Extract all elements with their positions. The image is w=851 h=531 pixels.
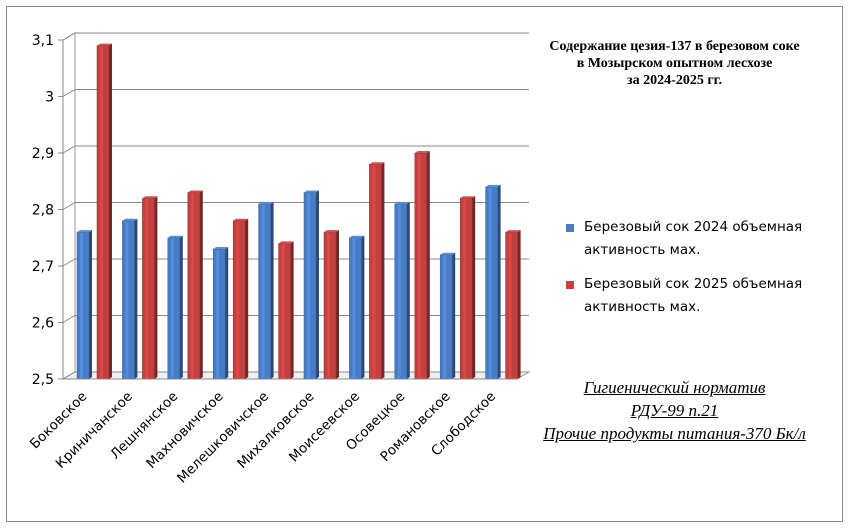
gridline xyxy=(62,32,529,41)
bar-top xyxy=(369,162,385,165)
bar-highlight xyxy=(281,244,285,378)
bar-highlight xyxy=(443,255,447,378)
bar-top xyxy=(213,247,229,250)
x-tick-label: Махновичское xyxy=(143,389,226,472)
note-line-3: Прочие продукты питания-370 Бк/л xyxy=(543,424,806,443)
bar-top xyxy=(304,190,319,193)
bar-highlight xyxy=(307,193,310,378)
bar-side xyxy=(472,196,476,379)
y-tick-label: 2,9 xyxy=(32,146,54,162)
bar-top xyxy=(440,252,456,255)
bar-side xyxy=(225,247,229,379)
y-tick-label: 2,5 xyxy=(32,372,54,388)
gridline xyxy=(62,145,529,154)
gridline xyxy=(62,89,529,97)
bar-side xyxy=(270,201,274,379)
note-line-1: Гигиенический норматив xyxy=(583,378,766,397)
bar-highlight xyxy=(170,238,174,378)
bar-top xyxy=(278,241,294,244)
bar-side xyxy=(154,196,158,379)
bar-highlight xyxy=(236,221,240,378)
bar-top xyxy=(77,230,92,233)
chart-title-line-3: за 2024-2025 гг. xyxy=(627,73,722,88)
bar-side xyxy=(361,235,365,379)
bar-top xyxy=(167,235,183,238)
bar-side xyxy=(89,230,92,379)
bar-side xyxy=(290,241,294,379)
bar-side xyxy=(179,235,183,379)
bar-top xyxy=(97,43,112,46)
y-tick-label: 2,8 xyxy=(32,203,54,219)
legend-label-2024: Березовый сок 2024 объемная активность м… xyxy=(584,219,803,258)
chart-title-line-2: в Мозырском опытном лесхозе xyxy=(576,56,773,71)
bar-top xyxy=(142,196,158,199)
bar-top xyxy=(258,201,274,204)
bar-highlight xyxy=(417,154,421,378)
bar-highlight xyxy=(372,165,376,378)
bar-highlight xyxy=(100,46,103,379)
bar-side xyxy=(426,151,430,379)
bar-side xyxy=(199,190,203,379)
y-tick-label: 3,1 xyxy=(32,33,54,49)
bar-highlight xyxy=(488,187,492,378)
bar-side xyxy=(452,252,456,379)
bar-highlight xyxy=(190,193,194,378)
y-tick-label: 3 xyxy=(45,90,54,106)
y-tick-label: 2,7 xyxy=(32,259,54,275)
bar-highlight xyxy=(80,233,83,378)
bar-highlight xyxy=(508,233,512,378)
bar-side xyxy=(406,201,410,379)
bar-highlight xyxy=(216,250,220,378)
legend-item-2025: Березовый сок 2025 объемная активность м… xyxy=(566,273,846,319)
gridline xyxy=(62,202,529,210)
bar-side xyxy=(497,184,501,379)
bar-side xyxy=(381,162,385,379)
chart-title-line-1: Содержание цезия-137 в березовом соке xyxy=(549,39,800,54)
bar-top xyxy=(414,151,430,153)
legend: Березовый сок 2024 объемная активность м… xyxy=(566,216,846,330)
bar-highlight xyxy=(125,221,129,378)
bar-top xyxy=(505,230,521,233)
bar-top xyxy=(460,196,476,199)
bar-highlight xyxy=(397,204,401,378)
bar-side xyxy=(134,218,138,379)
bar-highlight xyxy=(352,238,356,378)
bar-top xyxy=(187,190,203,193)
bar-top xyxy=(324,230,339,233)
bar-highlight xyxy=(463,199,467,378)
chart-title: Содержание цезия-137 в березовом соке в … xyxy=(512,38,837,89)
bar-highlight xyxy=(327,233,330,378)
legend-item-2024: Березовый сок 2024 объемная активность м… xyxy=(566,216,846,262)
bar-highlight xyxy=(261,204,265,378)
bar-side xyxy=(245,218,249,379)
legend-label-2025: Березовый сок 2025 объемная активность м… xyxy=(584,276,803,315)
legend-swatch-2025 xyxy=(566,281,574,289)
hygiene-note: Гигиенический норматив РДУ-99 п.21 Прочи… xyxy=(508,376,841,445)
bar-top xyxy=(394,201,410,204)
bar-side xyxy=(336,230,339,379)
bar-side xyxy=(316,190,319,379)
bar-top xyxy=(122,218,138,221)
x-tick-label: Криничанское xyxy=(53,389,136,472)
bar-side xyxy=(517,230,521,379)
bar-top xyxy=(233,218,249,221)
x-tick-label: Михалковское xyxy=(234,389,317,472)
bar-top xyxy=(485,184,501,187)
note-line-2: РДУ-99 п.21 xyxy=(630,401,719,420)
legend-swatch-2024 xyxy=(566,224,574,232)
bar-side xyxy=(109,43,112,380)
bar-top xyxy=(349,235,365,238)
bar-highlight xyxy=(145,199,149,378)
y-tick-label: 2,6 xyxy=(32,316,54,332)
